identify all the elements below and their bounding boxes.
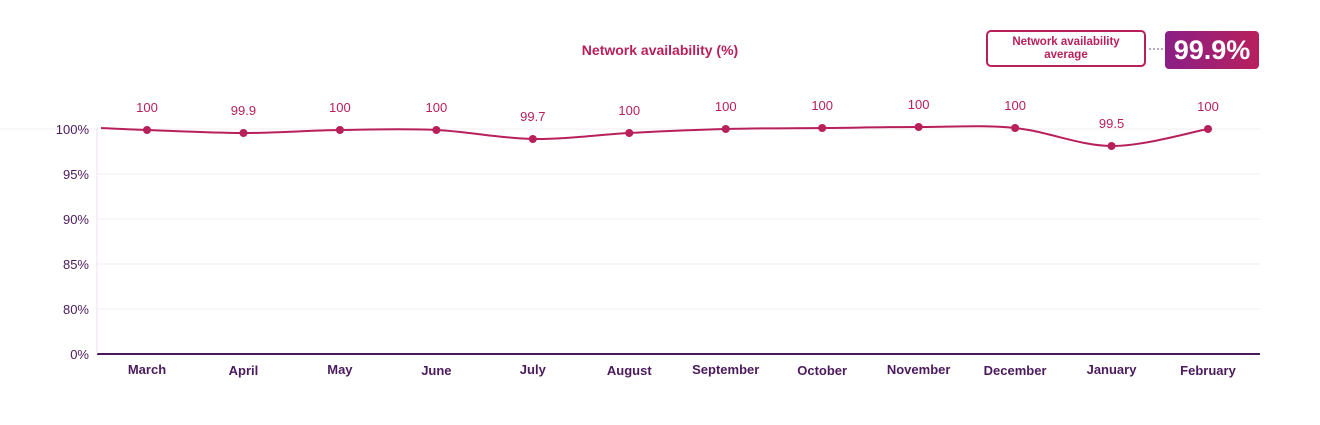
gridlines [0, 128, 1260, 310]
y-tick-label: 90% [63, 212, 89, 227]
average-value: 99.9% [1173, 34, 1251, 65]
data-point-november [914, 123, 923, 131]
y-tick-label: 95% [63, 167, 89, 182]
chart-title: Network availability (%) [582, 42, 738, 58]
average-label-box: Network availability average [986, 30, 1146, 67]
data-point-may [335, 126, 344, 134]
y-axis-ticks: 100% 95% 90% 85% 80% 0% [56, 122, 90, 362]
x-category-may: May [327, 362, 353, 377]
data-label-february: 100 [1197, 99, 1219, 114]
data-point-october [818, 124, 827, 132]
x-category-january: January [1087, 362, 1138, 377]
y-tick-label: 85% [63, 257, 89, 272]
x-category-march: March [128, 362, 166, 377]
data-label-december: 100 [1004, 98, 1026, 113]
data-label-november: 100 [908, 97, 930, 112]
average-value-badge: 99.9% [1165, 31, 1259, 69]
data-label-august: 100 [618, 103, 640, 118]
data-label-april: 99.9 [231, 103, 256, 118]
data-label-may: 100 [329, 100, 351, 115]
data-label-june: 100 [426, 100, 448, 115]
x-axis-categories: March April May June July August September Octo… [128, 362, 1237, 378]
y-tick-label: 100% [56, 122, 90, 137]
data-point-january [1107, 142, 1116, 150]
data-label-october: 100 [811, 98, 833, 113]
data-label-september: 100 [715, 99, 737, 114]
x-category-july: July [520, 362, 547, 377]
data-point-august [625, 129, 634, 137]
x-category-april: April [229, 363, 259, 378]
x-category-november: November [887, 362, 951, 377]
x-category-august: August [607, 363, 652, 378]
data-point-february [1204, 125, 1212, 133]
data-label-july: 99.7 [520, 109, 545, 124]
y-tick-label: 80% [63, 302, 89, 317]
x-category-june: June [421, 363, 451, 378]
data-point-march [143, 126, 151, 134]
data-point-april [239, 129, 248, 137]
data-point-december [1011, 124, 1020, 132]
data-point-july [528, 135, 537, 143]
data-label-march: 100 [136, 100, 158, 115]
connector-dots [1149, 48, 1163, 50]
data-point-june [432, 126, 441, 134]
data-point-september [721, 125, 730, 133]
x-category-february: February [1180, 363, 1236, 378]
data-points [143, 123, 1212, 150]
data-labels: 100 99.9 100 100 99.7 100 100 100 100 100 99.5 100 [136, 97, 1219, 131]
x-category-september: September [692, 362, 759, 377]
x-category-december: December [984, 363, 1047, 378]
data-label-january: 99.5 [1099, 116, 1124, 131]
x-category-october: October [797, 363, 847, 378]
average-label: Network availability average [1012, 35, 1120, 61]
y-tick-label: 0% [70, 347, 89, 362]
